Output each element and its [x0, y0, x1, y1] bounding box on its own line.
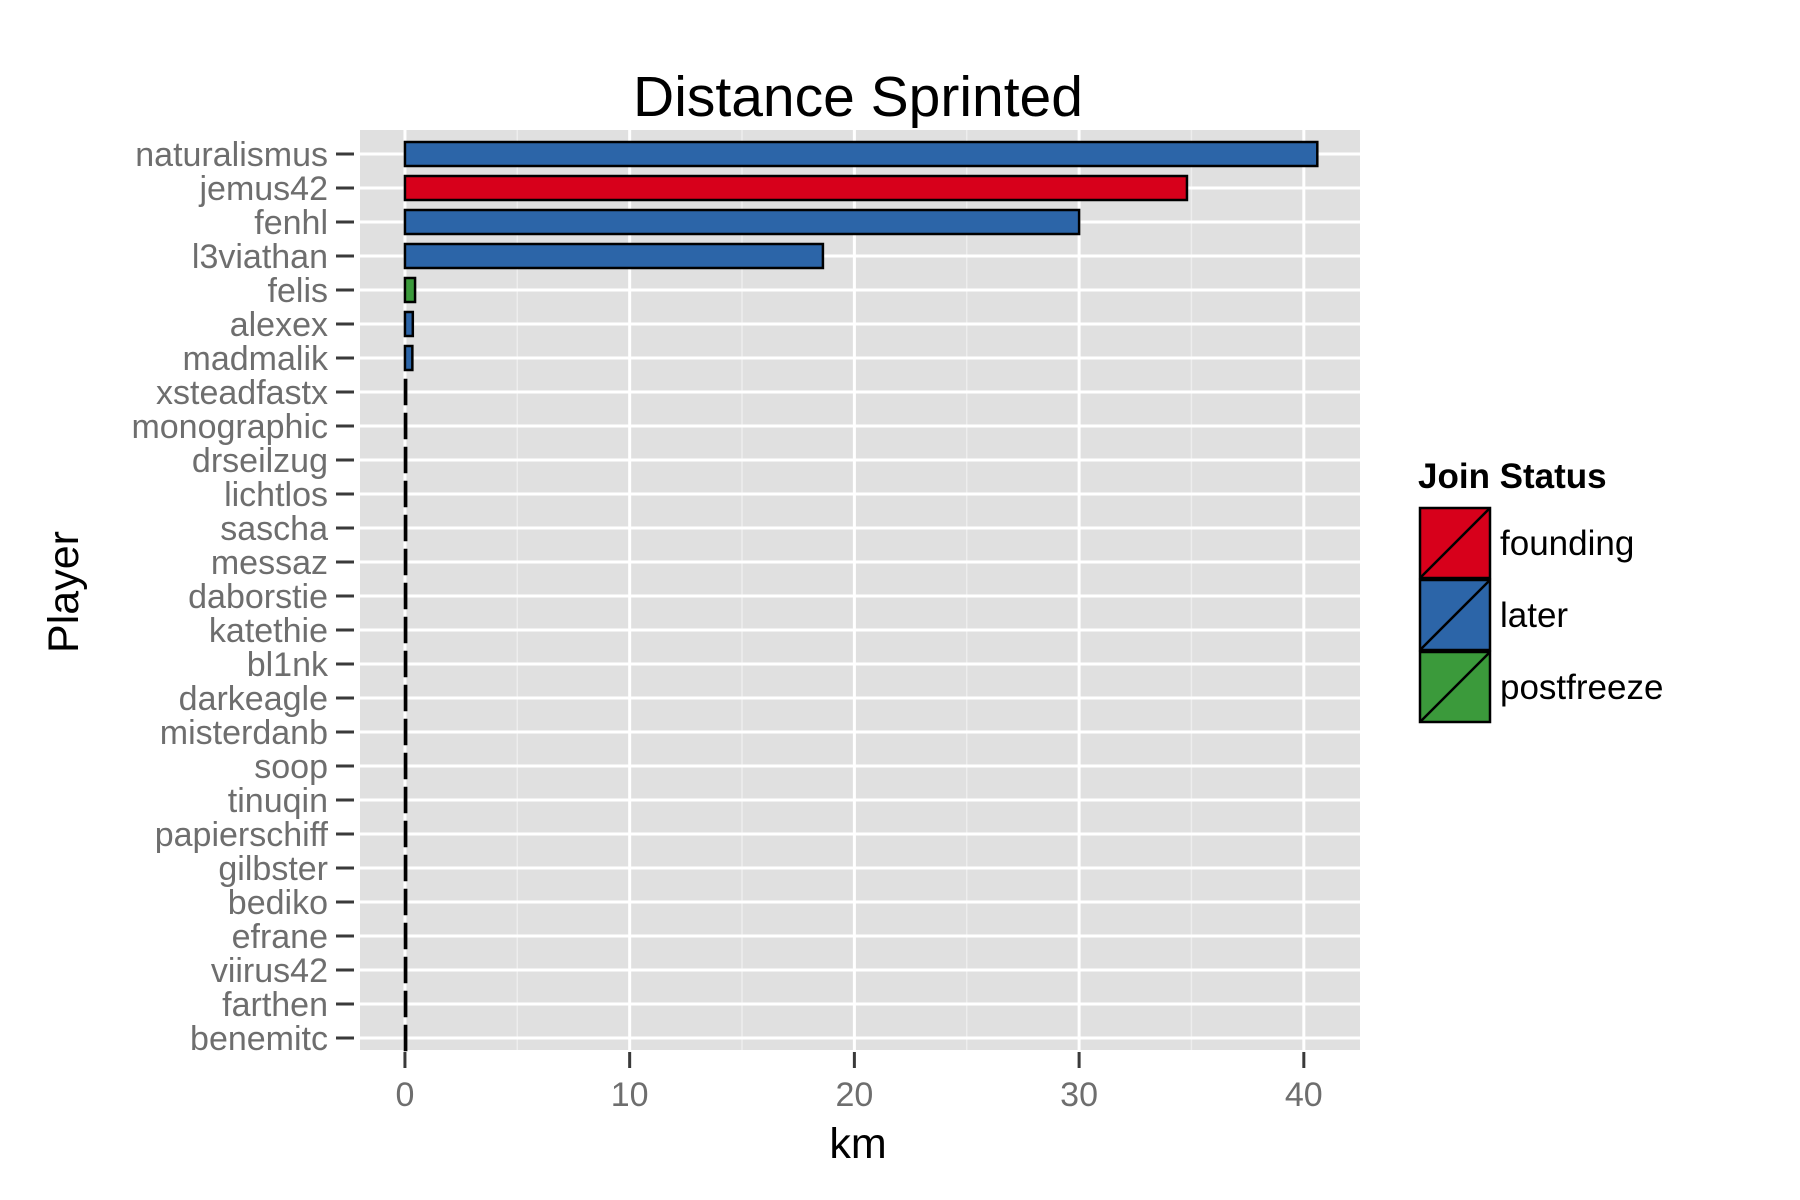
bar-soop	[403, 752, 408, 780]
x-axis-title: km	[829, 1120, 886, 1168]
legend-label: founding	[1500, 524, 1634, 563]
bar-sascha	[403, 514, 408, 542]
bar-bl1nk	[403, 650, 408, 678]
legend-item-founding: founding	[1418, 506, 1634, 580]
y-tick-label: katethie	[209, 612, 328, 650]
y-axis-title: Player	[40, 531, 88, 653]
bar-felis	[403, 276, 417, 304]
bar-alexex	[403, 310, 415, 338]
x-tick-label: 40	[1285, 1076, 1323, 1114]
x-axis: 0 10 20 30 40	[395, 1052, 1323, 1114]
y-tick-label: misterdanb	[160, 714, 328, 752]
y-tick-label: madmalik	[183, 340, 329, 378]
bar-fenhl	[403, 208, 1081, 236]
y-tick-label: messaz	[211, 544, 328, 582]
bar-madmalik	[403, 344, 414, 372]
bar-xsteadfastx	[403, 378, 408, 406]
legend-title: Join Status	[1418, 457, 1607, 496]
y-tick-label: bl1nk	[247, 646, 329, 684]
x-tick-label: 10	[611, 1076, 649, 1114]
y-tick-label: darkeagle	[179, 680, 328, 718]
y-tick-label: sascha	[220, 510, 328, 548]
bar-bediko	[403, 888, 408, 916]
legend: Join Status founding later postfreeze	[1418, 457, 1663, 724]
y-tick-label: fenhl	[254, 204, 328, 242]
bars	[403, 140, 1319, 1052]
chart-title: Distance Sprinted	[633, 65, 1083, 129]
plot-panel	[360, 130, 1360, 1050]
bar-benemitc	[403, 1024, 408, 1052]
y-tick-label: viirus42	[211, 952, 328, 990]
legend-key-slash	[1419, 507, 1491, 579]
x-tick-label: 0	[395, 1076, 414, 1114]
bar-l3viathan	[403, 242, 825, 270]
legend-key-slash	[1419, 579, 1491, 651]
bar-tinuqin	[403, 786, 408, 814]
grid-minor	[516, 130, 1193, 1050]
y-axis: naturalismusjemus42fenhll3viathanfelisal…	[131, 136, 354, 1058]
legend-label: later	[1500, 596, 1568, 635]
bar-papierschiff	[403, 820, 408, 848]
y-tick-label: benemitc	[190, 1020, 328, 1058]
bar-jemus42	[403, 174, 1189, 202]
bar-monographic	[403, 412, 408, 440]
y-tick-label: papierschiff	[155, 816, 329, 854]
y-tick-label: xsteadfastx	[156, 374, 328, 412]
legend-item-postfreeze: postfreeze	[1418, 650, 1663, 724]
y-tick-label: drseilzug	[192, 442, 328, 480]
bar-efrane	[403, 922, 408, 950]
y-tick-label: alexex	[230, 306, 328, 344]
y-tick-label: farthen	[222, 986, 328, 1024]
y-tick-label: naturalismus	[135, 136, 328, 174]
bar-daborstie	[403, 582, 408, 610]
y-tick-label: lichtlos	[224, 476, 328, 514]
y-tick-label: jemus42	[198, 170, 328, 208]
bar-lichtlos	[403, 480, 408, 508]
y-tick-label: bediko	[228, 884, 328, 922]
bar-messaz	[403, 548, 408, 576]
y-tick-label: felis	[268, 272, 328, 310]
bar-katethie	[403, 616, 408, 644]
bar-gilbster	[403, 854, 408, 882]
bar-viirus42	[403, 956, 408, 984]
bar-farthen	[403, 990, 408, 1018]
legend-item-later: later	[1418, 578, 1568, 652]
y-tick-label: tinuqin	[228, 782, 328, 820]
y-tick-label: monographic	[131, 408, 328, 446]
x-tick-label: 20	[835, 1076, 873, 1114]
x-tick-label: 30	[1060, 1076, 1098, 1114]
legend-key-slash	[1419, 651, 1491, 723]
y-tick-label: gilbster	[218, 850, 328, 888]
bar-drseilzug	[403, 446, 408, 474]
y-tick-label: daborstie	[188, 578, 328, 616]
y-tick-label: soop	[254, 748, 328, 786]
bar-misterdanb	[403, 718, 408, 746]
legend-label: postfreeze	[1500, 668, 1663, 707]
y-tick-label: l3viathan	[192, 238, 328, 276]
bar-naturalismus	[403, 140, 1319, 168]
bar-darkeagle	[403, 684, 408, 712]
y-tick-label: efrane	[232, 918, 328, 956]
